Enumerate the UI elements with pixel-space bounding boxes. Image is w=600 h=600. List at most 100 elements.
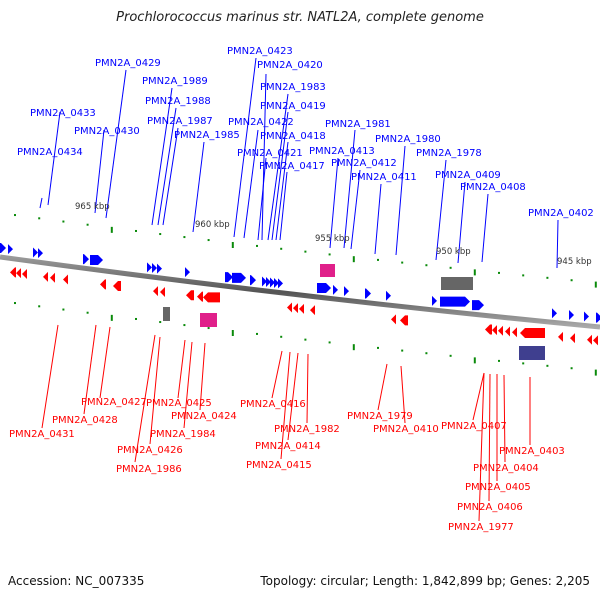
reverse-gene[interactable] (293, 303, 298, 314)
reverse-gene[interactable] (10, 267, 16, 278)
forward-gene-label[interactable]: PMN2A_0423 (227, 46, 293, 57)
forward-gene[interactable] (157, 263, 162, 274)
reverse-gene-label[interactable]: PMN2A_0416 (240, 399, 306, 410)
forward-gene[interactable] (432, 295, 437, 306)
reverse-gene-label[interactable]: PMN2A_0404 (473, 463, 539, 474)
forward-gene[interactable] (33, 247, 38, 258)
forward-gene[interactable] (8, 244, 13, 255)
forward-gene-label[interactable]: PMN2A_0419 (260, 101, 326, 112)
pseudo-gene[interactable] (441, 277, 473, 290)
reverse-gene[interactable] (485, 324, 492, 335)
reverse-gene[interactable] (197, 291, 203, 302)
reverse-gene-label[interactable]: PMN2A_0425 (146, 398, 212, 409)
forward-gene[interactable] (365, 288, 371, 299)
reverse-gene[interactable] (22, 268, 27, 279)
forward-gene-label[interactable]: PMN2A_1987 (147, 116, 213, 127)
reverse-gene[interactable] (203, 292, 220, 303)
other-feature[interactable] (519, 346, 545, 360)
reverse-gene[interactable] (100, 279, 106, 290)
forward-gene-label[interactable]: PMN2A_0413 (309, 146, 375, 157)
reverse-gene[interactable] (593, 335, 598, 346)
forward-gene-label[interactable]: PMN2A_0434 (17, 147, 83, 158)
forward-gene[interactable] (274, 277, 279, 288)
forward-gene[interactable] (266, 276, 271, 287)
forward-gene-label[interactable]: PMN2A_0411 (351, 172, 417, 183)
forward-gene-label[interactable]: PMN2A_0430 (74, 126, 140, 137)
forward-gene[interactable] (152, 263, 157, 274)
forward-gene[interactable] (552, 308, 557, 319)
reverse-gene[interactable] (160, 287, 165, 298)
forward-gene[interactable] (333, 284, 338, 295)
forward-gene-label[interactable]: PMN2A_1980 (375, 134, 441, 145)
forward-gene-label[interactable]: PMN2A_0409 (435, 170, 501, 181)
forward-gene[interactable] (278, 278, 283, 289)
reverse-gene[interactable] (498, 325, 503, 336)
forward-gene[interactable] (147, 262, 152, 273)
forward-gene-label[interactable]: PMN2A_1983 (260, 82, 326, 93)
reverse-gene-label[interactable]: PMN2A_0406 (457, 502, 523, 513)
forward-gene-label[interactable]: PMN2A_0433 (30, 108, 96, 119)
reverse-gene-label[interactable]: PMN2A_0403 (499, 446, 565, 457)
reverse-gene[interactable] (16, 268, 21, 279)
reverse-gene-label[interactable]: PMN2A_1979 (347, 411, 413, 422)
reverse-gene[interactable] (492, 325, 497, 336)
reverse-gene[interactable] (186, 290, 194, 301)
reverse-gene-label[interactable]: PMN2A_0427 (81, 397, 147, 408)
forward-gene[interactable] (250, 275, 256, 286)
reverse-gene[interactable] (512, 327, 517, 338)
reverse-gene[interactable] (299, 303, 304, 314)
reverse-gene-label[interactable]: PMN2A_0415 (246, 460, 312, 471)
reverse-gene[interactable] (153, 286, 158, 297)
forward-gene-label[interactable]: PMN2A_0420 (257, 60, 323, 71)
reverse-gene-label[interactable]: PMN2A_1984 (150, 429, 216, 440)
forward-gene-label[interactable]: PMN2A_1981 (325, 119, 391, 130)
pseudo-gene[interactable] (163, 307, 170, 321)
reverse-gene[interactable] (63, 274, 68, 285)
reverse-gene-label[interactable]: PMN2A_0407 (441, 421, 507, 432)
reverse-gene-label[interactable]: PMN2A_0414 (255, 441, 321, 452)
reverse-gene-label[interactable]: PMN2A_0410 (373, 424, 439, 435)
reverse-gene[interactable] (558, 331, 563, 342)
forward-gene[interactable] (344, 286, 349, 297)
forward-gene[interactable] (38, 248, 43, 259)
forward-gene-label[interactable]: PMN2A_0429 (95, 58, 161, 69)
forward-gene[interactable] (0, 243, 6, 253)
reverse-gene[interactable] (287, 302, 292, 313)
reverse-gene[interactable] (391, 314, 396, 325)
reverse-gene[interactable] (43, 271, 48, 282)
forward-gene-label[interactable]: PMN2A_0402 (528, 208, 594, 219)
forward-gene-label[interactable]: PMN2A_0417 (259, 161, 325, 172)
reverse-gene-label[interactable]: PMN2A_1986 (116, 464, 182, 475)
reverse-gene-label[interactable]: PMN2A_0431 (9, 429, 75, 440)
forward-gene[interactable] (569, 309, 574, 320)
forward-gene[interactable] (262, 276, 267, 287)
reverse-gene[interactable] (310, 305, 315, 316)
reverse-gene[interactable] (570, 333, 575, 344)
forward-gene[interactable] (440, 296, 470, 307)
reverse-gene-label[interactable]: PMN2A_0405 (465, 482, 531, 493)
forward-gene[interactable] (225, 272, 233, 283)
reverse-gene-label[interactable]: PMN2A_1977 (448, 522, 514, 533)
forward-gene[interactable] (584, 311, 589, 322)
forward-gene[interactable] (317, 282, 331, 293)
reverse-gene-label[interactable]: PMN2A_0426 (117, 445, 183, 456)
forward-gene[interactable] (83, 254, 89, 265)
forward-gene[interactable] (596, 312, 600, 323)
reverse-gene-label[interactable]: PMN2A_0424 (171, 411, 237, 422)
reverse-gene[interactable] (113, 281, 121, 292)
forward-gene[interactable] (472, 300, 484, 311)
reverse-gene-label[interactable]: PMN2A_1982 (274, 424, 340, 435)
forward-gene-label[interactable]: PMN2A_0412 (331, 158, 397, 169)
forward-gene-label[interactable]: PMN2A_1988 (145, 96, 211, 107)
forward-gene[interactable] (185, 267, 190, 278)
reverse-gene[interactable] (50, 272, 55, 283)
rna-gene[interactable] (200, 313, 217, 327)
reverse-gene-label[interactable]: PMN2A_0428 (52, 415, 118, 426)
forward-gene-label[interactable]: PMN2A_1985 (174, 130, 240, 141)
forward-gene-label[interactable]: PMN2A_1989 (142, 76, 208, 87)
reverse-gene[interactable] (505, 326, 510, 337)
forward-gene-label[interactable]: PMN2A_0408 (460, 182, 526, 193)
forward-gene[interactable] (386, 290, 391, 301)
forward-gene-label[interactable]: PMN2A_0422 (228, 117, 294, 128)
reverse-gene[interactable] (400, 315, 408, 326)
